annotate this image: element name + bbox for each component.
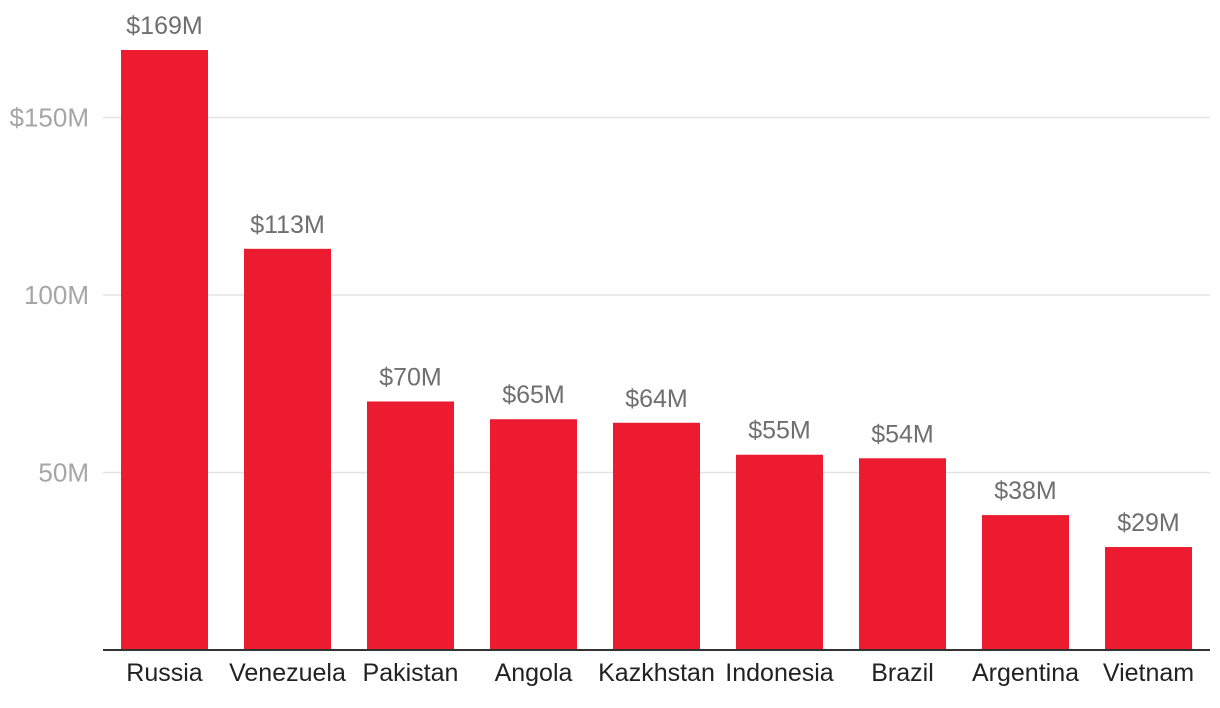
data-labels: $169M $113M $70M $65M $64M $55M $54M $38M $29M [126, 12, 1180, 537]
x-axis-ticks: Russia Venezuela Pakistan Angola Kazkhstan In… [126, 659, 1194, 687]
x-tick-label-angola: Angola [495, 659, 573, 687]
y-axis-ticks: 50M 100M $150M [10, 102, 90, 487]
bar-argentina [982, 515, 1069, 650]
data-label-kazkhstan: $64M [625, 385, 688, 413]
y-tick-label: 100M [24, 280, 89, 310]
bars [121, 50, 1192, 650]
bar-indonesia [736, 454, 823, 650]
data-label-vietnam: $29M [1117, 509, 1180, 537]
y-tick-label: $150M [10, 102, 90, 132]
data-label-russia: $169M [126, 12, 202, 40]
data-label-venezuela: $113M [250, 211, 325, 239]
x-tick-label-venezuela: Venezuela [229, 659, 346, 687]
x-tick-label-kazkhstan: Kazkhstan [598, 659, 715, 687]
bar-pakistan [367, 401, 454, 650]
bar-vietnam [1105, 547, 1192, 650]
x-tick-label-brazil: Brazil [871, 659, 934, 687]
bar-brazil [859, 458, 946, 650]
bar-kazkhstan [613, 422, 700, 650]
bar-venezuela [244, 248, 331, 650]
x-tick-label-indonesia: Indonesia [725, 659, 834, 687]
bar-russia [121, 50, 208, 650]
data-label-angola: $65M [502, 381, 565, 409]
data-label-argentina: $38M [994, 477, 1057, 505]
y-tick-label: 50M [38, 457, 89, 487]
x-tick-label-russia: Russia [126, 659, 203, 687]
data-label-pakistan: $70M [379, 363, 442, 391]
data-label-brazil: $54M [871, 420, 934, 448]
x-tick-label-pakistan: Pakistan [363, 659, 459, 687]
bar-angola [490, 419, 577, 650]
data-label-indonesia: $55M [748, 417, 811, 445]
x-tick-label-argentina: Argentina [972, 659, 1079, 687]
x-tick-label-vietnam: Vietnam [1103, 659, 1194, 687]
